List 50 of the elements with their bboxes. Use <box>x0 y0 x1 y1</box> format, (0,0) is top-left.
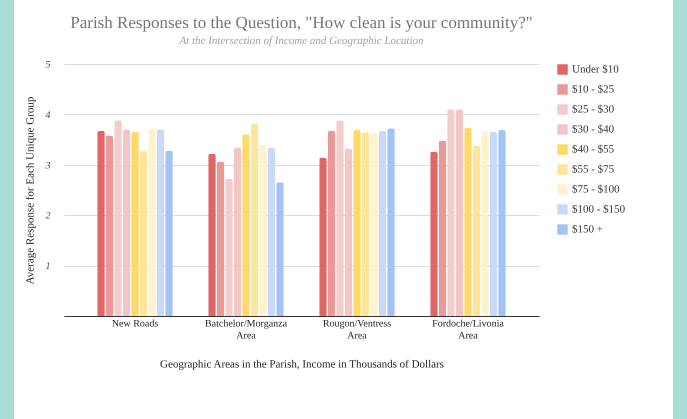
bar <box>250 124 258 316</box>
bar <box>490 132 498 316</box>
x-tick-label: New Roads <box>112 318 158 330</box>
bar <box>481 131 489 316</box>
y-axis-title: Average Response for Each Unique Group <box>24 96 36 284</box>
bar <box>472 146 480 316</box>
bar <box>97 131 105 316</box>
bar <box>106 136 114 316</box>
legend-label: $75 - $100 <box>572 184 620 196</box>
bar <box>216 162 224 316</box>
legend-label: $150 + <box>572 224 603 236</box>
bar <box>387 128 395 316</box>
x-tick-label: Batchelor/Morganza Area <box>205 318 288 342</box>
bar <box>430 152 438 316</box>
y-tick-label: 5 <box>46 60 50 70</box>
bar <box>464 128 472 316</box>
bar <box>259 144 267 316</box>
bar <box>148 128 156 316</box>
x-tick-label: Rougon/Ventress Area <box>322 318 392 342</box>
bar <box>208 154 216 316</box>
bar <box>165 150 173 316</box>
legend-label: Under $10 <box>572 64 620 76</box>
y-tick-label: 1 <box>46 261 50 272</box>
bar <box>268 148 276 316</box>
x-axis-title: Geographic Areas in the Parish, Income in Thousands of Dollars <box>160 358 444 370</box>
bar <box>131 132 139 316</box>
bar <box>156 130 164 316</box>
x-tick-label: Fordoche/Livonia Area <box>432 318 504 342</box>
legend-label: $25 - $30 <box>572 104 615 116</box>
chart-subtitle: At the Intersection of Income and Geographic Location <box>178 35 424 47</box>
bar <box>319 158 327 316</box>
bar <box>370 132 378 316</box>
legend-label: $100 - $150 <box>572 204 626 216</box>
legend-label: $55 - $75 <box>572 164 615 176</box>
y-tick-label: 3 <box>44 160 50 172</box>
bar <box>140 150 148 316</box>
bar <box>328 131 336 316</box>
y-tick-label: 4 <box>46 110 50 121</box>
bar <box>276 182 284 316</box>
bar <box>438 140 446 316</box>
chart-title: Parish Responses to the Question, "How clean is your community?" <box>70 13 533 32</box>
y-tick-label: 2 <box>46 210 50 222</box>
legend-label: $40 - $55 <box>572 144 615 156</box>
bar <box>498 130 506 316</box>
legend-label: $30 - $40 <box>572 124 615 136</box>
bar <box>362 132 370 316</box>
bar <box>378 131 386 316</box>
bar <box>353 130 361 316</box>
legend-label: $10 - $25 <box>572 84 615 96</box>
bar <box>242 134 250 316</box>
